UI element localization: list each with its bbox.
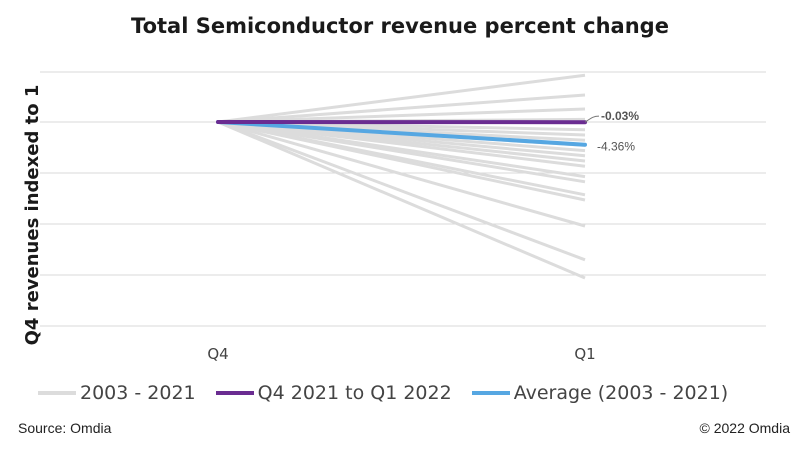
legend-item-current: Q4 2021 to Q1 2022 (215, 382, 452, 404)
legend-item-average: Average (2003 - 2021) (471, 382, 729, 404)
y-axis-label: Q4 revenues indexed to 1 (22, 85, 43, 346)
legend-swatch-history (38, 391, 76, 395)
legend-label-current: Q4 2021 to Q1 2022 (257, 382, 452, 404)
x-tick-label: Q1 (574, 345, 595, 363)
series-line-history (217, 120, 586, 168)
series-line-history (217, 120, 586, 202)
legend-label-history: 2003 - 2021 (80, 382, 196, 404)
data-label-current: -0.03% (601, 109, 639, 123)
series-line-history (217, 120, 586, 184)
legend-swatch-average (471, 391, 510, 395)
annotation-group: -0.03% -4.36% (584, 109, 639, 154)
series-line-history (217, 120, 586, 262)
legend: 2003 - 2021 Q4 2021 to Q1 2022 Average (… (38, 380, 748, 406)
legend-swatch-current (215, 391, 254, 395)
series-line-history (217, 120, 586, 228)
highlight-series-group (216, 120, 587, 147)
series-line-history (217, 107, 586, 124)
legend-item-history: 2003 - 2021 (38, 382, 196, 404)
data-label-average: -4.36% (597, 140, 635, 154)
gridlines (40, 71, 766, 327)
annotation-leader-current (584, 115, 600, 123)
chart-title: Total Semiconductor revenue percent chan… (131, 14, 669, 38)
series-line-history (217, 93, 586, 124)
series-line-history (217, 73, 586, 124)
legend-label-average: Average (2003 - 2021) (513, 382, 729, 404)
chart-plot: -0.03% -4.36% Q4 Q1 Q4 revenues indexed to… (22, 71, 766, 363)
series-line-history (217, 120, 586, 280)
series-line-average (216, 120, 587, 147)
x-tick-label: Q4 (207, 345, 228, 363)
source-note: Source: Omdia (18, 420, 112, 436)
copyright-note: © 2022 Omdia (699, 420, 790, 436)
history-series-group (217, 73, 586, 280)
x-axis-ticks: Q4 Q1 (207, 345, 595, 363)
